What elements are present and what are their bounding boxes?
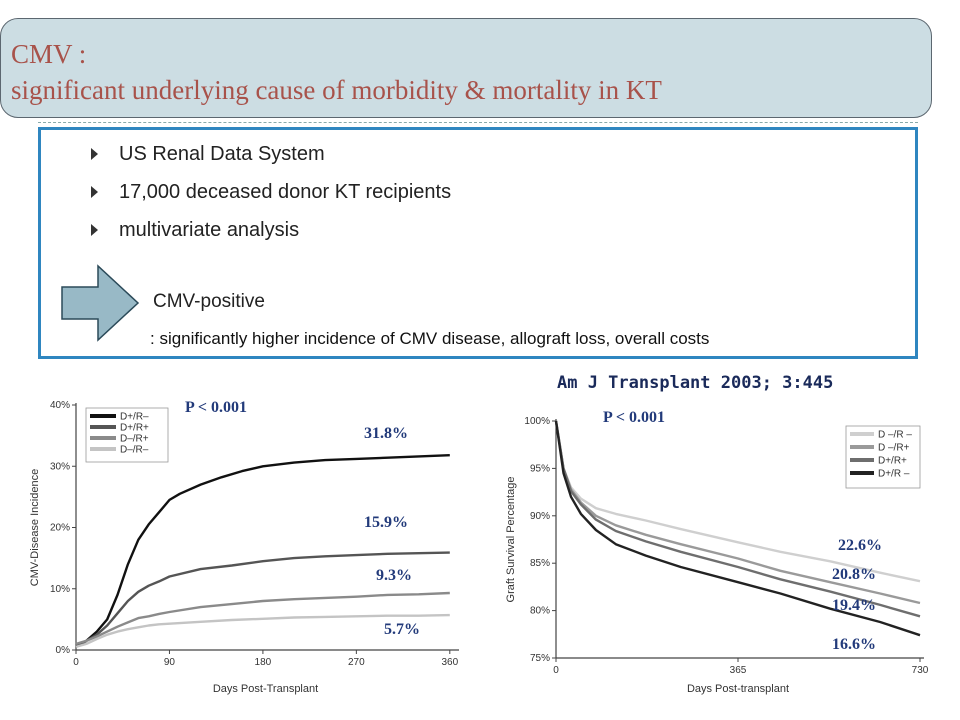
x-axis-label: Days Post-Transplant xyxy=(213,683,318,695)
y-axis-label: CMV-Disease Incidence xyxy=(29,469,41,586)
y-tick-label: 10% xyxy=(50,584,70,595)
annotation-label: 20.8% xyxy=(832,566,876,583)
y-tick-label: 30% xyxy=(50,461,70,472)
x-tick-label: 365 xyxy=(730,665,747,676)
annotation-label: 15.9% xyxy=(364,514,408,531)
summary-box: US Renal Data System 17,000 deceased don… xyxy=(38,127,918,359)
title-banner: CMV : significant underlying cause of mo… xyxy=(0,18,932,118)
series-line xyxy=(75,454,450,648)
y-tick-label: 80% xyxy=(530,606,550,617)
annotation-label: 31.8% xyxy=(364,425,408,442)
annotation-label: 9.3% xyxy=(376,567,412,584)
series-line xyxy=(554,420,921,637)
bullet-text: US Renal Data System xyxy=(119,143,325,165)
x-tick-label: 730 xyxy=(912,665,929,676)
y-tick-label: 0% xyxy=(56,645,71,656)
finding-text: : significantly higher incidence of CMV … xyxy=(150,329,710,348)
y-tick-label: 100% xyxy=(524,416,550,427)
bullet-text: multivariate analysis xyxy=(119,219,300,241)
y-tick-label: 85% xyxy=(530,558,550,569)
p-value-left: P < 0.001 xyxy=(185,399,248,416)
x-tick-label: 360 xyxy=(441,657,458,668)
y-tick-label: 40% xyxy=(50,400,70,411)
annotation-label: 22.6% xyxy=(838,537,882,554)
legend-label: D–/R– xyxy=(120,445,149,456)
citation: Am J Transplant 2003; 3:445 xyxy=(557,373,834,393)
x-tick-label: 180 xyxy=(255,657,272,668)
legend-label: D+/R+ xyxy=(878,456,907,467)
title-line-2: significant underlying cause of morbidit… xyxy=(11,75,662,105)
p-value-right: P < 0.001 xyxy=(603,409,666,426)
divider xyxy=(38,122,918,123)
x-tick-label: 0 xyxy=(73,657,79,668)
title-line-1: CMV : xyxy=(11,39,87,69)
bullet-text: 17,000 deceased donor KT recipients xyxy=(119,181,452,203)
bullet-arrow-icon xyxy=(91,186,98,198)
cmv-positive-label: CMV-positive xyxy=(153,291,265,312)
series-line xyxy=(554,420,921,618)
series-line xyxy=(75,613,450,649)
legend-label: D –/R+ xyxy=(878,443,910,454)
bullet-arrow-icon xyxy=(91,224,98,236)
legend-label: D+/R – xyxy=(878,469,910,480)
legend-box xyxy=(845,425,921,489)
bullet-arrow-icon xyxy=(91,148,98,160)
x-axis-label: Days Post-transplant xyxy=(687,683,789,695)
annotation-label: 16.6% xyxy=(832,636,876,653)
series-line xyxy=(75,591,450,646)
y-axis-label: Graft Survival Percentage xyxy=(505,477,517,603)
legend-label: D –/R – xyxy=(878,430,912,441)
annotation-label: 5.7% xyxy=(384,621,420,638)
y-tick-label: 90% xyxy=(530,511,550,522)
y-tick-label: 95% xyxy=(530,463,550,474)
y-tick-label: 75% xyxy=(530,653,550,664)
x-tick-label: 90 xyxy=(164,657,176,668)
annotation-label: 19.4% xyxy=(832,597,876,614)
legend-label: D+/R– xyxy=(120,412,149,423)
series-line xyxy=(75,551,450,648)
y-tick-label: 20% xyxy=(50,523,70,534)
x-tick-label: 0 xyxy=(553,665,559,676)
legend-label: D+/R+ xyxy=(120,423,149,434)
x-tick-label: 270 xyxy=(348,657,365,668)
legend-label: D–/R+ xyxy=(120,434,149,445)
